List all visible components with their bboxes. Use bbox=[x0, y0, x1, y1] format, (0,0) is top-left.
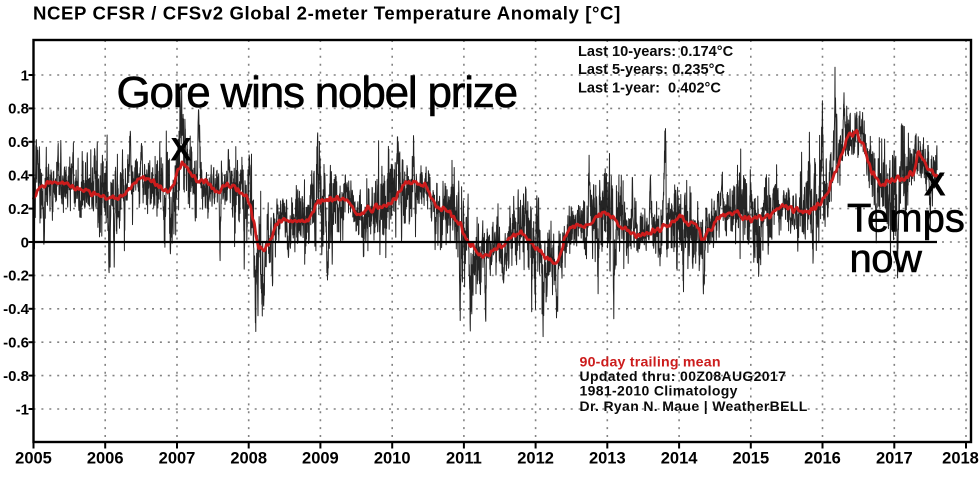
svg-text:-1: -1 bbox=[16, 401, 29, 418]
svg-text:2013: 2013 bbox=[589, 450, 626, 468]
svg-text:-0.8: -0.8 bbox=[3, 368, 29, 385]
svg-text:Updated thru: 00Z08AUG2017: Updated thru: 00Z08AUG2017 bbox=[580, 368, 787, 384]
svg-text:-0.6: -0.6 bbox=[3, 335, 29, 352]
svg-text:2015: 2015 bbox=[732, 450, 769, 468]
svg-text:Last 5-years: 0.235°C: Last 5-years: 0.235°C bbox=[578, 62, 725, 78]
svg-text:1981-2010 Climatology: 1981-2010 Climatology bbox=[580, 383, 738, 399]
svg-text:-0.2: -0.2 bbox=[3, 268, 29, 285]
svg-text:Gore wins nobel prize: Gore wins nobel prize bbox=[117, 68, 517, 117]
svg-text:90-day trailing mean: 90-day trailing mean bbox=[580, 355, 721, 371]
svg-text:now: now bbox=[850, 237, 922, 281]
svg-text:2007: 2007 bbox=[159, 450, 196, 468]
svg-text:2009: 2009 bbox=[302, 450, 339, 468]
svg-text:2014: 2014 bbox=[661, 450, 699, 468]
svg-text:0.6: 0.6 bbox=[8, 134, 29, 151]
svg-text:2011: 2011 bbox=[446, 450, 482, 468]
svg-text:NCEP CFSR / CFSv2 Global 2-met: NCEP CFSR / CFSv2 Global 2-meter Tempera… bbox=[33, 3, 621, 24]
svg-text:2005: 2005 bbox=[15, 450, 52, 468]
svg-text:0.4: 0.4 bbox=[8, 168, 30, 185]
svg-text:1: 1 bbox=[21, 67, 29, 84]
svg-text:Last 10-years: 0.174°C: Last 10-years: 0.174°C bbox=[578, 44, 734, 60]
svg-text:X: X bbox=[924, 165, 946, 202]
svg-text:2006: 2006 bbox=[87, 450, 124, 468]
svg-text:2016: 2016 bbox=[804, 450, 841, 468]
svg-text:2018: 2018 bbox=[942, 450, 979, 468]
svg-text:X: X bbox=[170, 131, 192, 167]
svg-text:0.2: 0.2 bbox=[8, 201, 29, 218]
svg-text:2008: 2008 bbox=[230, 450, 267, 468]
svg-text:Last 1-year: 0.402°C: Last 1-year: 0.402°C bbox=[578, 81, 721, 97]
svg-text:Dr. Ryan N. Maue | WeatherBELL: Dr. Ryan N. Maue | WeatherBELL bbox=[580, 398, 808, 414]
svg-text:0.8: 0.8 bbox=[8, 101, 29, 118]
svg-text:2012: 2012 bbox=[517, 450, 554, 468]
svg-text:0: 0 bbox=[21, 234, 29, 251]
svg-text:Temps: Temps bbox=[847, 196, 965, 240]
svg-text:-0.4: -0.4 bbox=[3, 301, 30, 318]
svg-text:2010: 2010 bbox=[374, 450, 411, 468]
svg-text:2017: 2017 bbox=[876, 450, 913, 468]
